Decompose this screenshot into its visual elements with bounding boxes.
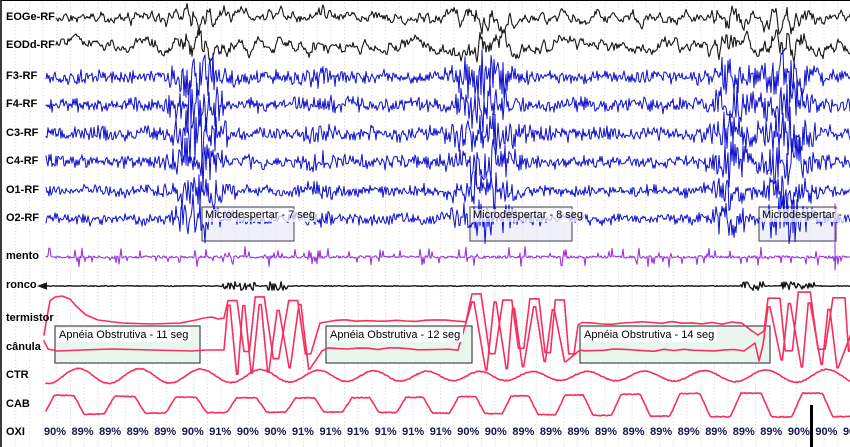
spo2-value: 89% bbox=[622, 426, 645, 438]
channel-label-eodd-rf: EODd-RF bbox=[6, 39, 55, 51]
trace-ctr bbox=[45, 367, 850, 385]
trace-c3-rf bbox=[45, 106, 850, 162]
channel-label-f4-rf: F4-RF bbox=[6, 98, 38, 110]
spo2-value: 89% bbox=[760, 426, 783, 438]
spo2-value: 90% bbox=[264, 426, 287, 438]
apnea-event-label: Apnéia Obstrutiva - 14 seg bbox=[581, 328, 718, 342]
trace-eoge-rf bbox=[55, 2, 850, 35]
spo2-value: 91% bbox=[374, 426, 397, 438]
channel-label-ronco: ronco bbox=[6, 279, 37, 291]
spo2-value: 90% bbox=[815, 426, 838, 438]
channel-label-c3-rf: C3-RF bbox=[6, 127, 39, 139]
channel-label-o2-rf: O2-RF bbox=[6, 212, 39, 224]
trace-c-nula bbox=[43, 301, 850, 376]
trace-o1-rf bbox=[45, 170, 850, 217]
trace-cab bbox=[45, 391, 850, 419]
channel-label-oxi: OXI bbox=[6, 426, 25, 438]
spo2-value: 89% bbox=[705, 426, 728, 438]
spo2-value: 89% bbox=[650, 426, 673, 438]
apnea-event-label: Apnéia Obstrutiva - 11 seg bbox=[56, 328, 192, 342]
spo2-value: 90% bbox=[457, 426, 480, 438]
channel-label-o1-rf: O1-RF bbox=[6, 184, 39, 196]
spo2-value: 89% bbox=[154, 426, 177, 438]
spo2-value: 91% bbox=[209, 426, 232, 438]
spo2-value: 91% bbox=[402, 426, 425, 438]
arousal-event-label: Microdespertar - 7 seg bbox=[203, 209, 318, 222]
time-cursor[interactable] bbox=[810, 405, 813, 447]
channel-label-eoge-rf: EOGe-RF bbox=[6, 11, 55, 23]
trace-eodd-rf bbox=[55, 29, 850, 63]
spo2-value: 91% bbox=[429, 426, 452, 438]
spo2-value: 89% bbox=[567, 426, 590, 438]
channel-label-mento: mento bbox=[6, 250, 39, 262]
channel-label-c4-rf: C4-RF bbox=[6, 155, 39, 167]
spo2-value: 90% bbox=[484, 426, 507, 438]
channel-label-ctr: CTR bbox=[6, 369, 29, 381]
trace-mento bbox=[45, 203, 850, 271]
trace-ronco bbox=[45, 281, 850, 291]
trace-f4-rf bbox=[45, 77, 850, 133]
signal-traces bbox=[37, 2, 850, 419]
trace-start-arrow-icon bbox=[37, 282, 47, 290]
spo2-value: 89% bbox=[99, 426, 122, 438]
trace-termistor bbox=[43, 291, 850, 360]
spo2-value: 91% bbox=[319, 426, 342, 438]
spo2-value: 91% bbox=[347, 426, 370, 438]
spo2-value: 89% bbox=[512, 426, 535, 438]
channel-label-cab: CAB bbox=[6, 398, 30, 410]
apnea-event-label: Apnéia Obstrutiva - 12 seg bbox=[327, 328, 464, 342]
trace-o2-rf bbox=[45, 193, 850, 245]
cursor-layer bbox=[810, 405, 813, 447]
spo2-value: 90% bbox=[787, 426, 810, 438]
spo2-value: 89% bbox=[595, 426, 618, 438]
arousal-event-label: Microdespertar - bbox=[760, 209, 845, 222]
spo2-value: 89% bbox=[539, 426, 562, 438]
spo2-value: 91% bbox=[291, 426, 314, 438]
spo2-value: 89% bbox=[732, 426, 755, 438]
spo2-value: 90% bbox=[842, 426, 850, 438]
trace-f3-rf bbox=[45, 49, 850, 103]
arousal-event-label: Microdespertar - 8 seg bbox=[471, 209, 586, 222]
spo2-value: 90% bbox=[181, 426, 204, 438]
spo2-value: 90% bbox=[236, 426, 259, 438]
channel-label-termistor: termistor bbox=[6, 312, 54, 324]
spo2-value: 89% bbox=[126, 426, 149, 438]
channel-label-f3-rf: F3-RF bbox=[6, 70, 38, 82]
spo2-value: 89% bbox=[677, 426, 700, 438]
channel-label-c-nula: cânula bbox=[6, 341, 41, 353]
spo2-value: 90% bbox=[44, 426, 67, 438]
trace-c4-rf bbox=[45, 134, 850, 190]
spo2-value: 89% bbox=[71, 426, 94, 438]
